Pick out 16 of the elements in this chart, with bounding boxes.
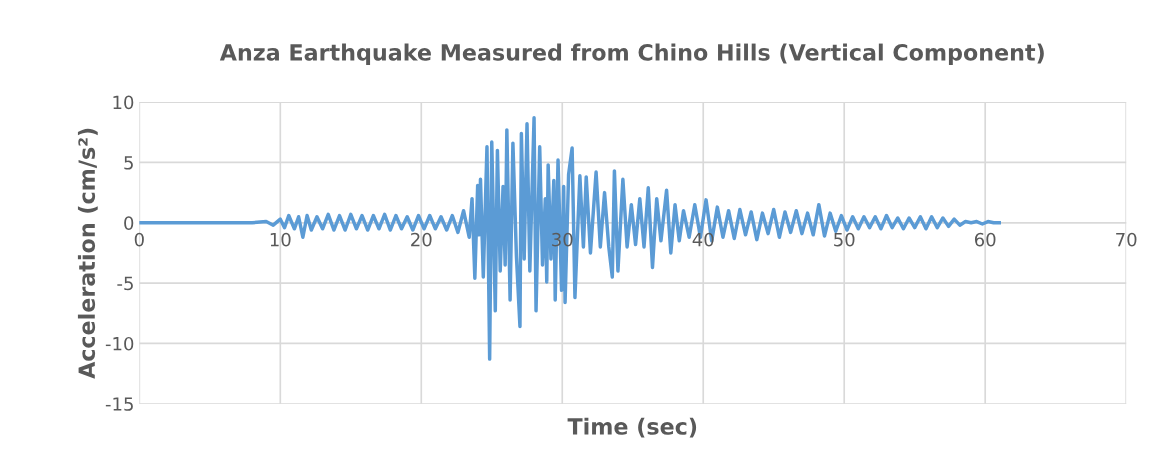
chart-title: Anza Earthquake Measured from Chino Hills (Vertical Component) xyxy=(219,43,1044,66)
y-tick-label: 0 xyxy=(124,216,134,230)
y-tick-label: 5 xyxy=(124,156,133,170)
x-tick-label: 40 xyxy=(692,232,714,247)
x-tick-label: 20 xyxy=(411,232,432,247)
y-tick-label: 10 xyxy=(113,95,134,110)
x-tick-label: 60 xyxy=(974,232,996,247)
y-tick-label: -15 xyxy=(105,397,133,411)
x-axis-title: Time (sec) xyxy=(567,417,697,438)
x-tick-label: 0 xyxy=(134,232,144,247)
y-tick-label: -5 xyxy=(117,276,133,291)
x-tick-label: 10 xyxy=(270,232,291,247)
x-tick-label: 70 xyxy=(1116,232,1137,247)
y-axis-title: Acceleration (cm/s²) xyxy=(77,128,98,379)
x-tick-label: 50 xyxy=(834,232,855,247)
y-tick-label: -10 xyxy=(105,336,134,351)
